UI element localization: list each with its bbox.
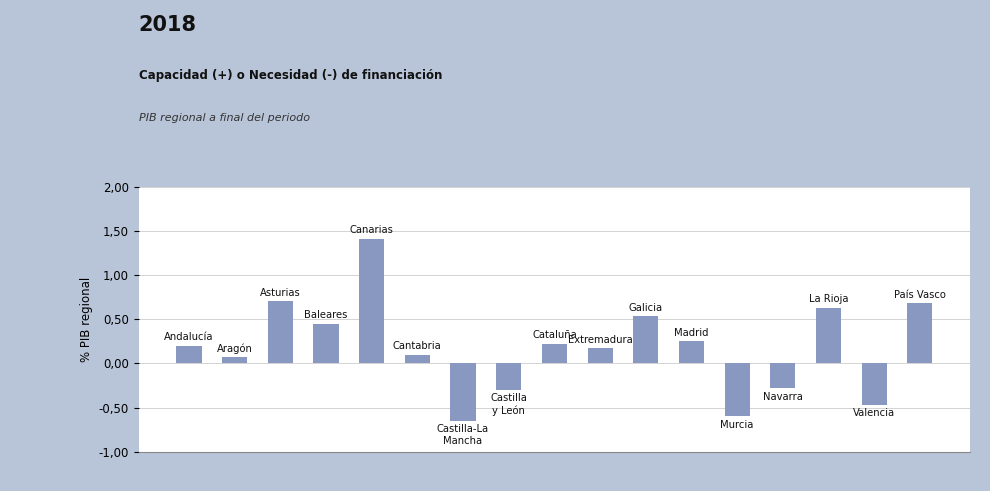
Bar — [725, 363, 749, 416]
Text: Aragón: Aragón — [217, 343, 252, 354]
Bar — [634, 317, 658, 363]
Text: Cataluña: Cataluña — [532, 330, 577, 340]
Text: Galicia: Galicia — [629, 303, 663, 313]
Text: Canarias: Canarias — [349, 225, 394, 235]
Bar — [359, 239, 384, 363]
Y-axis label: % PIB regional: % PIB regional — [80, 276, 93, 362]
Bar — [587, 348, 613, 363]
Text: PIB regional a final del periodo: PIB regional a final del periodo — [139, 113, 310, 123]
Bar — [222, 357, 248, 363]
Text: País Vasco: País Vasco — [894, 290, 945, 300]
Bar — [405, 355, 430, 363]
Text: La Rioja: La Rioja — [809, 294, 848, 304]
Text: Castilla
y León: Castilla y León — [490, 393, 527, 415]
Bar — [450, 363, 475, 421]
Bar — [542, 344, 567, 363]
Bar — [816, 308, 842, 363]
Bar — [314, 324, 339, 363]
Text: Andalucía: Andalucía — [164, 332, 214, 342]
Text: Murcia: Murcia — [721, 420, 753, 430]
Text: Castilla-La
Mancha: Castilla-La Mancha — [437, 424, 489, 446]
Bar — [496, 363, 522, 390]
Bar — [679, 341, 704, 363]
Bar — [770, 363, 795, 388]
Text: Valencia: Valencia — [853, 409, 895, 418]
Text: Extremadura: Extremadura — [567, 335, 633, 345]
Text: Navarra: Navarra — [763, 392, 803, 402]
Text: Cantabria: Cantabria — [393, 341, 442, 351]
Text: 2018: 2018 — [139, 15, 197, 35]
Text: Madrid: Madrid — [674, 327, 709, 338]
Bar — [907, 303, 933, 363]
Text: Asturias: Asturias — [260, 288, 301, 298]
Bar — [267, 301, 293, 363]
Bar — [861, 363, 887, 405]
Text: Baleares: Baleares — [304, 310, 347, 320]
Text: Capacidad (+) o Necesidad (-) de financiación: Capacidad (+) o Necesidad (-) de financi… — [139, 69, 442, 82]
Bar — [176, 346, 202, 363]
